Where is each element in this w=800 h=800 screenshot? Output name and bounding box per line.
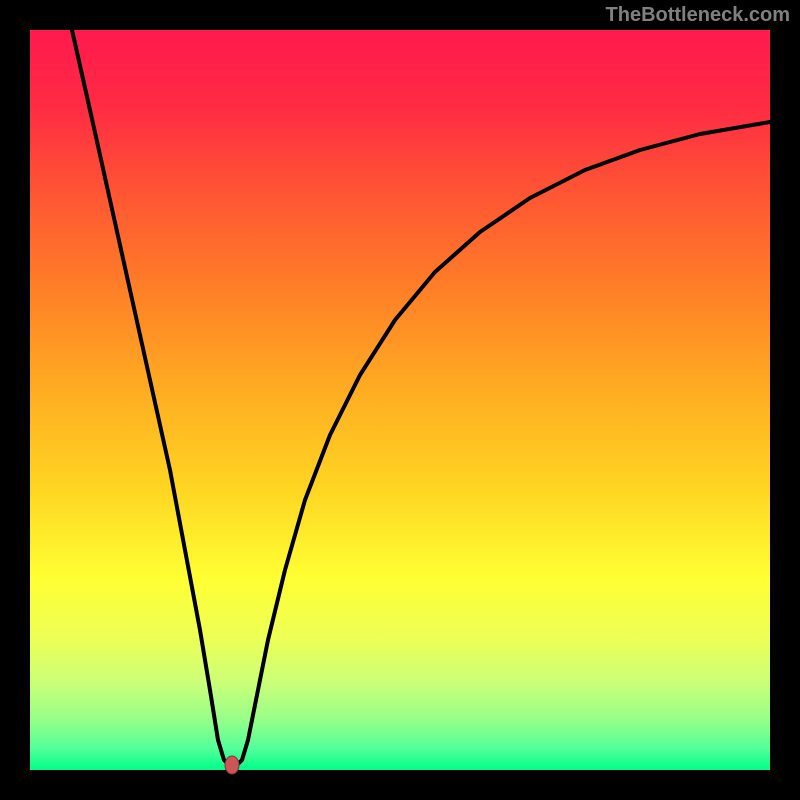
gradient-background [30,30,770,770]
minimum-marker [225,756,239,774]
bottleneck-chart [0,0,800,800]
watermark-label: TheBottleneck.com [606,4,790,27]
chart-container: TheBottleneck.com [0,0,800,800]
